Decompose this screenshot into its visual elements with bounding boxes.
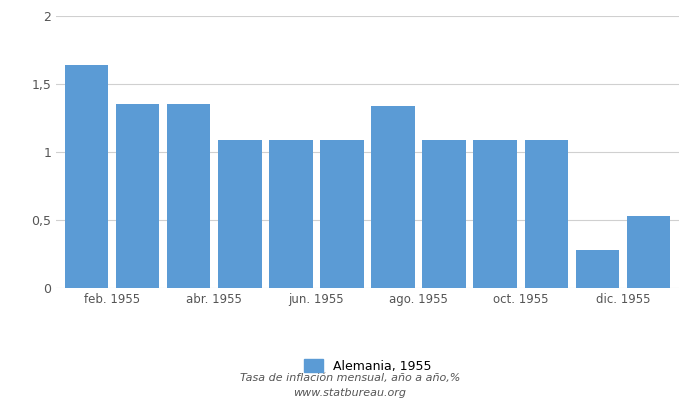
Text: www.statbureau.org: www.statbureau.org xyxy=(293,388,407,398)
Bar xyxy=(626,216,670,288)
Bar xyxy=(167,104,211,288)
Bar xyxy=(422,140,466,288)
Bar xyxy=(473,140,517,288)
Legend: Alemania, 1955: Alemania, 1955 xyxy=(299,354,436,378)
Bar xyxy=(371,106,414,288)
Bar xyxy=(524,140,568,288)
Bar xyxy=(116,104,160,288)
Bar xyxy=(218,140,262,288)
Bar xyxy=(270,140,313,288)
Text: Tasa de inflación mensual, año a año,%: Tasa de inflación mensual, año a año,% xyxy=(240,373,460,383)
Bar xyxy=(575,250,619,288)
Bar xyxy=(321,140,364,288)
Bar xyxy=(65,65,108,288)
